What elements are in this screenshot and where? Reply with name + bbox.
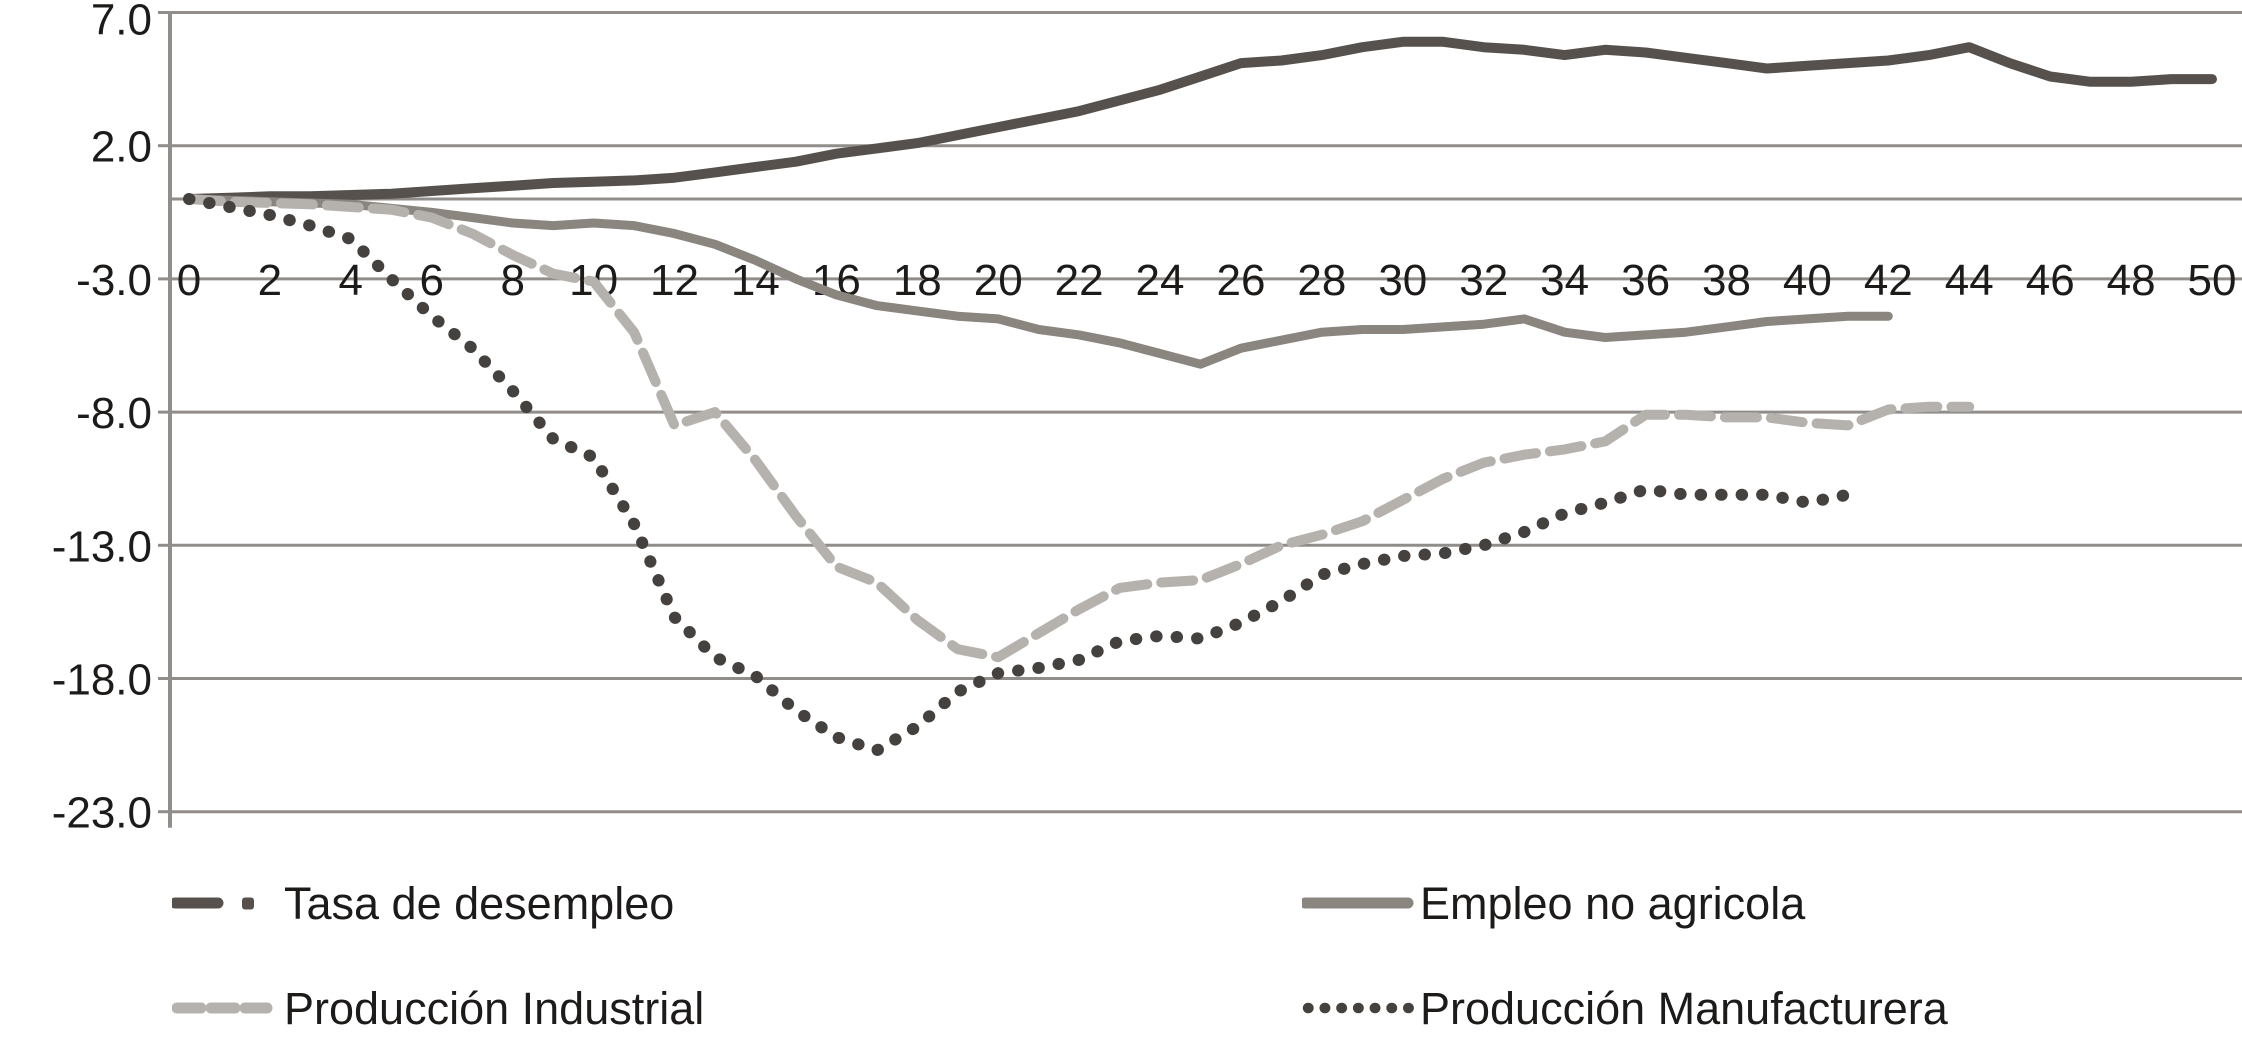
x-tick-label: 48 [2107, 256, 2156, 305]
x-tick-label: 32 [1459, 256, 1508, 305]
x-tick-label: 2 [258, 256, 282, 305]
y-tick-label: -13.0 [52, 522, 152, 571]
legend-label: Empleo no agricola [1420, 877, 1806, 929]
y-tick-label: 2.0 [91, 123, 152, 172]
x-tick-label: 36 [1621, 256, 1670, 305]
dotted-line-icon [1302, 1002, 1416, 1014]
x-tick-label: 28 [1297, 256, 1346, 305]
x-tick-label: 44 [1945, 256, 1994, 305]
legend-item-empleo-no-agricola: Empleo no agricola [1302, 873, 1805, 933]
legend-label: Producción Manufacturera [1420, 982, 1948, 1034]
y-tick-label: -3.0 [76, 256, 152, 305]
x-tick-label: 22 [1055, 256, 1104, 305]
legend-label: Producción Industrial [284, 982, 705, 1034]
dashed-line-icon [172, 1002, 273, 1014]
x-tick-label: 18 [893, 256, 942, 305]
x-tick-label: 12 [650, 256, 699, 305]
x-tick-label: 34 [1540, 256, 1589, 305]
series-line-producci-n-manufacturera [183, 193, 1854, 757]
legend-label: Tasa de desempleo [284, 877, 675, 929]
dash-dot-line-icon [172, 897, 254, 910]
series-line-tasa-de-desempleo [184, 36, 2217, 204]
solid-line-icon [1302, 897, 1414, 909]
legend-item-produccion-industrial: Producción Industrial [172, 978, 704, 1038]
x-tick-label: 50 [2188, 256, 2237, 305]
y-tick-label: -18.0 [52, 656, 152, 705]
series-line-producci-n-industrial [184, 194, 1975, 663]
x-tick-label: 42 [1864, 256, 1913, 305]
x-tick-label: 20 [974, 256, 1023, 305]
x-tick-label: 26 [1217, 256, 1266, 305]
x-tick-label: 6 [420, 256, 444, 305]
legend-item-produccion-manufacturera: Producción Manufacturera [1302, 978, 1948, 1038]
y-tick-label: 7.0 [91, 0, 152, 45]
x-tick-label: 4 [339, 256, 363, 305]
x-tick-label: 38 [1702, 256, 1751, 305]
y-tick-label: -23.0 [52, 789, 152, 838]
x-tick-label: 24 [1136, 256, 1185, 305]
x-tick-label: 0 [177, 256, 201, 305]
series-line-empleo-no-agricola [184, 194, 1893, 369]
x-tick-label: 40 [1783, 256, 1832, 305]
x-tick-label: 46 [2026, 256, 2075, 305]
legend-item-tasa-de-desempleo: Tasa de desempleo [172, 873, 674, 933]
y-tick-label: -8.0 [76, 389, 152, 438]
x-tick-label: 30 [1378, 256, 1427, 305]
